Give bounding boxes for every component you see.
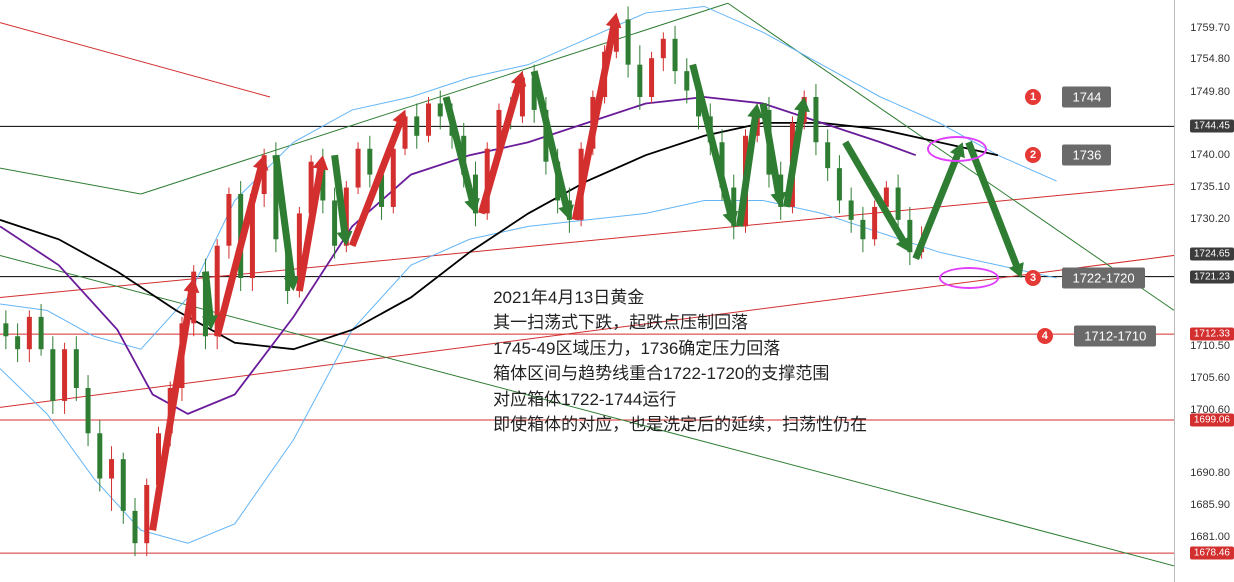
y-tick-label: 1735.10 xyxy=(1190,181,1230,193)
price-tag: 1721.23 xyxy=(1190,270,1234,283)
candle-body xyxy=(27,317,32,349)
y-tick-label: 1690.80 xyxy=(1190,467,1230,479)
price-tag: 1724.65 xyxy=(1190,248,1234,261)
price-tag: 1699.06 xyxy=(1190,413,1234,426)
price-tag: 1712.33 xyxy=(1190,328,1234,341)
y-tick-label: 1754.80 xyxy=(1190,53,1230,65)
candle-body xyxy=(39,317,44,349)
annotation-label: 1744 xyxy=(1062,87,1111,108)
candle-body xyxy=(626,19,631,64)
annotation-number: 2 xyxy=(1025,147,1041,163)
candle-body xyxy=(837,168,842,200)
candle-body xyxy=(62,349,67,401)
candle-body xyxy=(144,485,149,543)
trend-line xyxy=(0,184,1174,297)
candle-body xyxy=(414,116,419,135)
y-tick-label: 1730.20 xyxy=(1190,213,1230,225)
annotation-label: 1722-1720 xyxy=(1062,268,1144,289)
y-tick-label: 1705.60 xyxy=(1190,372,1230,384)
price-tag: 1678.46 xyxy=(1190,547,1234,560)
candle-body xyxy=(849,200,854,219)
annotation-number: 4 xyxy=(1037,328,1053,344)
candle-body xyxy=(637,65,642,97)
candle-body xyxy=(226,194,231,246)
direction-arrow xyxy=(531,70,574,220)
analysis-text: 2021年4月13日黄金其一扫荡式下跌，起跌点压制回落1745-49区域压力，1… xyxy=(493,285,867,438)
candle-body xyxy=(896,188,901,220)
annotation-number: 3 xyxy=(1025,270,1041,286)
target-ellipse xyxy=(939,267,999,289)
candle-body xyxy=(684,71,689,90)
annotation-label: 1736 xyxy=(1062,145,1111,166)
candle-body xyxy=(367,149,372,175)
annotation-number: 1 xyxy=(1025,89,1041,105)
candle-body xyxy=(50,349,55,401)
y-tick-label: 1759.70 xyxy=(1190,22,1230,34)
candle-body xyxy=(86,388,91,433)
candle-body xyxy=(332,200,337,245)
candle-body xyxy=(74,349,79,388)
candle-body xyxy=(825,142,830,168)
candle-body xyxy=(813,97,818,142)
candle-body xyxy=(426,103,431,135)
candle-body xyxy=(860,220,865,239)
y-tick-label: 1685.90 xyxy=(1190,499,1230,511)
candle-body xyxy=(97,433,102,478)
annotation-label: 1712-1710 xyxy=(1074,326,1156,347)
candle-body xyxy=(121,459,126,511)
chart-root: 1759.70 1754.80 1749.80 1740.00 1735.10 1730.… xyxy=(0,0,1234,582)
direction-arrow xyxy=(965,141,1023,278)
y-axis: 1759.70 1754.80 1749.80 1740.00 1735.10 1730.… xyxy=(1174,0,1234,582)
analysis-line: 箱体区间与趋势线重合1722-1720的支撑范围 xyxy=(493,361,867,387)
trend-line xyxy=(0,168,141,194)
candle-body xyxy=(356,149,361,188)
candle-body xyxy=(133,511,138,543)
y-tick-label: 1749.80 xyxy=(1190,86,1230,98)
analysis-line: 其一扫荡式下跌，起跌点压制回落 xyxy=(493,310,867,336)
analysis-line: 1745-49区域压力，1736确定压力回落 xyxy=(493,336,867,362)
candle-body xyxy=(438,103,443,116)
trend-line xyxy=(0,23,270,97)
analysis-line: 2021年4月13日黄金 xyxy=(493,285,867,311)
candle-body xyxy=(673,39,678,71)
candle-body xyxy=(15,336,20,349)
candle-body xyxy=(649,58,654,97)
target-ellipse xyxy=(927,136,987,162)
analysis-line: 即使箱体的对应，也是洗定后的延续，扫荡性仍在 xyxy=(493,412,867,438)
y-tick-label: 1710.50 xyxy=(1190,340,1230,352)
candle-body xyxy=(3,323,8,336)
analysis-line: 对应箱体1722-1744运行 xyxy=(493,387,867,413)
direction-arrow xyxy=(478,71,526,214)
candle-body xyxy=(391,149,396,207)
candle-body xyxy=(872,207,877,239)
candle-body xyxy=(109,459,114,478)
y-tick-label: 1740.00 xyxy=(1190,149,1230,161)
price-tag: 1744.45 xyxy=(1190,120,1234,133)
candle-body xyxy=(661,39,666,58)
y-tick-label: 1681.00 xyxy=(1190,531,1230,543)
